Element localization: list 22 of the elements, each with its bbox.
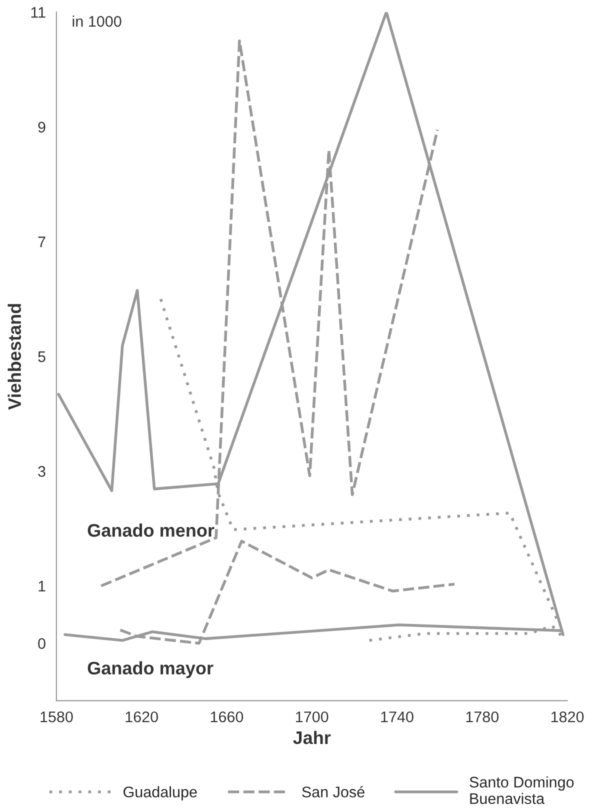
legend-label: Santo Domingo Buenavista — [470, 776, 574, 804]
y-tick-label: 11 — [31, 7, 46, 18]
x-tick-label: 1700 — [296, 711, 328, 722]
annotation: Ganado mayor — [88, 661, 214, 678]
x-tick-label: 1620 — [126, 711, 158, 722]
y-axis-title: Viehbestand — [8, 304, 22, 410]
annotation: in 1000 — [72, 16, 122, 27]
y-tick-label: 3 — [38, 466, 46, 477]
legend-label: San José — [302, 786, 364, 798]
x-tick-label: 1740 — [381, 711, 414, 722]
y-tick-label: 9 — [38, 122, 46, 133]
y-tick-label: 1 — [38, 580, 46, 592]
legend-label: Guadalupe — [124, 786, 197, 800]
x-tick-label: 1660 — [210, 711, 244, 722]
y-tick-label: 0 — [38, 638, 46, 649]
x-tick-label: 1580 — [40, 711, 73, 722]
y-tick-label: 7 — [38, 236, 46, 248]
x-tick-label: 1820 — [551, 711, 584, 722]
annotation: Ganado menor — [88, 524, 214, 537]
x-tick-label: 1780 — [466, 711, 499, 722]
y-tick-label: 5 — [38, 351, 46, 362]
x-axis-title: Jahr — [293, 730, 331, 744]
